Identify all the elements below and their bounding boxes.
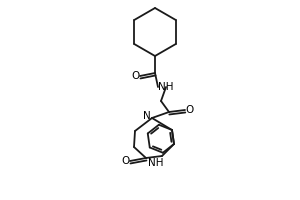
Text: O: O	[131, 71, 139, 81]
Text: NH: NH	[158, 82, 174, 92]
Text: NH: NH	[148, 158, 164, 168]
Text: O: O	[121, 156, 129, 166]
Text: O: O	[186, 105, 194, 115]
Text: N: N	[143, 111, 151, 121]
